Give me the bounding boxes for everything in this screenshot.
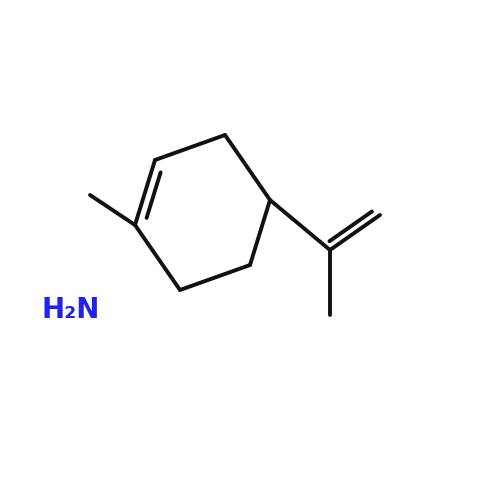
Text: H₂N: H₂N (42, 296, 100, 324)
